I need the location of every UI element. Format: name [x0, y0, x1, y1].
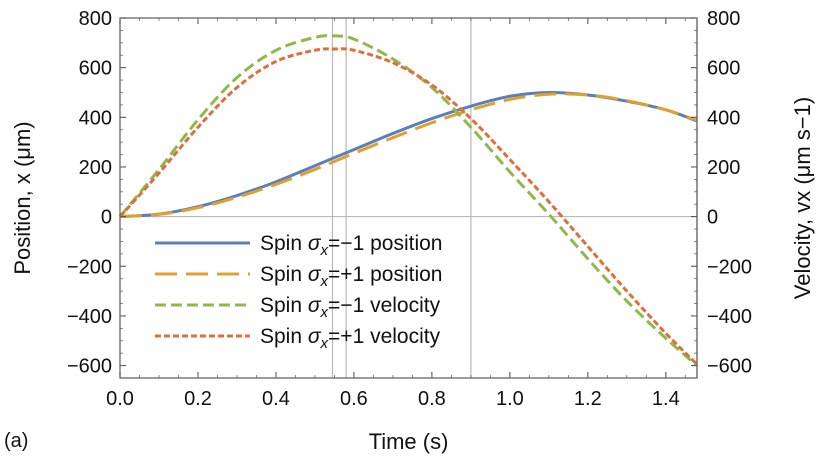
y-tick-label-left-7: 800: [79, 8, 112, 30]
legend-label-0: Spin σx=−1 position: [260, 232, 442, 259]
y-tick-label-right-5: 400: [707, 107, 740, 129]
x-tick-label-7: 1.4: [652, 388, 680, 410]
right-y-axis-title-text: Velocity, vx (μm s−1): [790, 97, 815, 299]
legend: Spin σx=−1 position Spin σx=+1 position Sp…: [155, 232, 442, 352]
x-tick-label-4: 0.8: [418, 388, 446, 410]
y-tick-label-right-7: 800: [707, 8, 740, 30]
plot-frame: [119, 17, 698, 379]
y-tick-label-right-1: −400: [707, 306, 752, 328]
x-axis-title: Time (s): [369, 429, 449, 454]
y-tick-label-left-3: 0: [101, 207, 112, 229]
series-line-3: [118, 47, 699, 366]
y-tick-label-right-6: 600: [707, 58, 740, 80]
y-tick-label-right-2: −200: [707, 256, 752, 278]
y-tick-label-left-2: −200: [67, 256, 112, 278]
legend-label-3: Spin σx=+1 velocity: [260, 325, 441, 352]
legend-label-1: Spin σx=+1 position: [260, 263, 442, 290]
x-tick-label-0: 0.0: [106, 388, 134, 410]
x-tick-label-1: 0.2: [184, 388, 212, 410]
y-tick-label-left-1: −400: [67, 306, 112, 328]
right-y-axis-title: Velocity, vx (μm s−1): [790, 97, 815, 299]
x-tick-label-6: 1.2: [574, 388, 602, 410]
series-layer: [118, 34, 699, 367]
y-tick-label-left-4: 200: [79, 157, 112, 179]
x-tick-label-5: 1.0: [496, 388, 524, 410]
panel-label: (a): [4, 430, 28, 452]
y-tick-label-right-3: 0: [707, 207, 718, 229]
legend-label-2: Spin σx=−1 velocity: [260, 294, 441, 321]
vertical-marker-lines: [331, 18, 698, 378]
series-line-1: [119, 92, 698, 219]
y-tick-label-left-6: 600: [79, 58, 112, 80]
x-tick-label-3: 0.6: [340, 388, 368, 410]
series-line-2: [118, 34, 698, 367]
y-tick-label-right-4: 200: [707, 157, 740, 179]
x-tick-label-2: 0.4: [262, 388, 290, 410]
y-tick-label-left-0: −600: [67, 356, 112, 378]
left-y-axis-title: Position, x (μm): [10, 121, 35, 274]
axis-ticks: 0.0 0.2 0.4 0.6 0.8 1.0 1.2 1.4 −600 −600 −400 −400…: [67, 8, 752, 410]
y-tick-label-right-0: −600: [707, 356, 752, 378]
y-tick-label-left-5: 400: [79, 107, 112, 129]
left-y-axis-title-text: Position, x (μm): [10, 121, 35, 274]
